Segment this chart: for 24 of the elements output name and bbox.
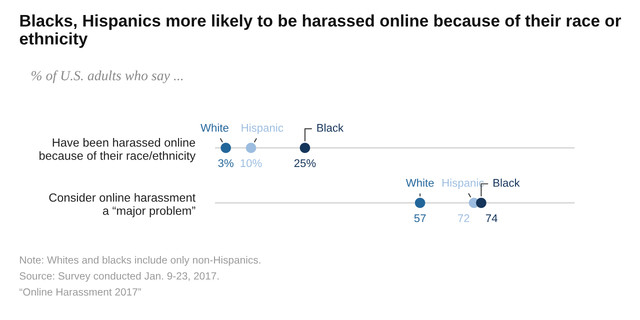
source-note: Source: Survey conducted Jan. 9-23, 2017. <box>20 272 219 282</box>
text: “Online Harassment 2017” <box>20 288 141 296</box>
point <box>414 198 426 208</box>
text: Black <box>494 178 520 187</box>
point <box>220 142 231 153</box>
data-label: 10% <box>240 159 262 168</box>
series-label: Black <box>317 124 344 132</box>
data-label: 3% <box>218 159 234 168</box>
text: Note: Whites and blacks include only non-Hispanics. <box>20 256 260 266</box>
y-tick-label: Have been harassed online because of their race/ethnicity <box>40 138 196 162</box>
point <box>300 142 310 153</box>
data-label: 57 <box>414 214 426 222</box>
data-label: 72 <box>458 214 470 222</box>
series-label: White <box>200 124 228 132</box>
data-label: 74 <box>486 214 498 222</box>
text: Hispanic <box>442 178 484 189</box>
series-label: Hispanic <box>242 124 284 134</box>
chart-subtitle: % of U.S. adults who say ... <box>32 70 183 84</box>
point <box>476 198 486 208</box>
data-label: 25% <box>294 159 316 168</box>
point <box>246 142 256 153</box>
chart-title: Blacks, Hispanics more likely to be harassed online because of their race or ethnicity <box>20 14 622 48</box>
text: White <box>406 178 434 187</box>
y-tick-label: Consider online harassment a “major problem” <box>49 193 196 218</box>
